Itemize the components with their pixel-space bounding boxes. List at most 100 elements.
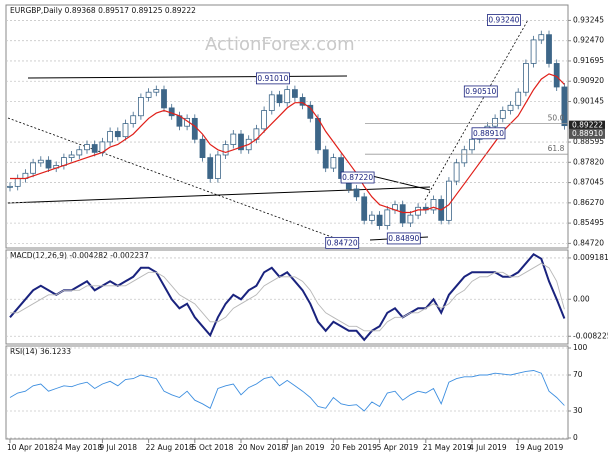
x-tick-label: 5 Oct 2018 [192,443,234,452]
candle [291,89,298,98]
candle [214,154,221,179]
x-tick-label: 10 Apr 2018 [7,443,54,452]
candle [507,104,514,111]
y-tick-label: 0.90920 [573,76,604,85]
candle [114,131,121,138]
x-tick-label: 4 Jul 2019 [469,443,507,452]
series-line [10,262,565,332]
annotation-box [486,14,521,26]
candle [492,117,499,127]
candle [222,144,229,156]
x-tick-label: 7 Jan 2019 [284,443,324,452]
annotation-label: 0.87220 [342,173,373,182]
candle [384,209,391,227]
candle [84,144,90,151]
y-tick-label: 0.009181 [573,253,608,262]
annotation-label: 0.90510 [465,87,496,96]
fib-label: 61.8 [548,144,565,153]
y-tick-label: 70 [573,370,583,379]
price-badge-label: 0.89222 [572,121,603,130]
price-badge-label: 0.88910 [572,129,603,138]
annotation-label: 0.88910 [473,129,504,138]
y-tick-label: 0.87045 [573,178,604,187]
trend-line [7,117,341,241]
macd-panel [5,249,569,345]
candle [230,133,237,145]
candle [268,94,275,111]
annotation-label: 0.84720 [327,238,358,247]
candle [91,144,98,153]
y-tick-label: 0 [573,433,578,442]
candle [130,115,137,124]
candle [107,131,113,143]
y-tick-label: 0.88595 [573,137,604,146]
annotation-box [471,127,506,140]
y-tick-label: 0.91695 [573,56,604,65]
y-tick-label: 0.86270 [573,198,604,207]
candle [299,97,306,106]
y-tick-label: 30 [573,406,583,415]
candle [376,214,383,226]
candle [45,159,52,169]
candle [199,138,206,159]
y-tick-label: 0.00 [573,294,590,303]
y-tick-label: 0.90145 [573,97,604,106]
candle [238,133,244,151]
candle [461,149,468,164]
x-tick-label: 20 Feb 2019 [330,443,377,452]
candle [330,157,337,169]
series-line [9,370,565,412]
candle [523,63,529,93]
candle [30,162,37,174]
candle [261,110,268,130]
series-line [10,73,565,214]
trend-line [371,175,431,191]
annotation-box [255,72,290,85]
candle [7,185,13,188]
annotation-label: 0.93240 [488,16,519,25]
candle [546,34,552,64]
price-title: EURGBP,Daily 0.89368 0.89517 0.89125 0.8… [10,6,196,15]
x-tick-label: 24 May 2018 [53,443,102,452]
y-tick-label: -0.008225 [573,331,608,340]
panels [5,4,569,440]
y-tick-label: 0.93245 [573,15,604,24]
annotation-box [386,232,421,245]
x-tick-label: 20 Nov 2018 [238,443,286,452]
y-tick-label: 0.87820 [573,157,604,166]
candle [353,188,360,198]
candle [499,110,506,119]
candle [276,94,283,104]
candle [430,199,437,211]
candle [469,138,475,151]
x-tick-label: 21 May 2019 [423,443,472,452]
candle [122,123,129,138]
macd-title: MACD(12,26,9) -0.004282 -0.002237 [10,251,149,260]
fib-label: 50.0 [548,113,565,122]
candle [530,39,537,64]
candle [37,159,44,164]
candle [145,91,152,98]
candle [515,91,522,106]
trend-line [424,19,529,201]
candle [368,214,375,221]
candle [445,180,452,221]
trend-line [27,75,348,79]
y-tick-label: 100 [573,343,588,352]
candle [68,154,75,159]
candle [76,149,83,156]
candle [168,107,175,117]
candle [553,63,560,88]
candle [407,214,414,224]
candle [137,97,144,117]
candle [361,196,368,221]
watermark: ActionForex.com [205,34,355,55]
price-badge [569,120,605,131]
x-tick-label: 5 Apr 2019 [377,443,419,452]
candle [161,89,167,109]
trend-line [7,186,431,204]
candle [538,34,545,41]
x-tick-label: 9 Jul 2018 [99,443,137,452]
